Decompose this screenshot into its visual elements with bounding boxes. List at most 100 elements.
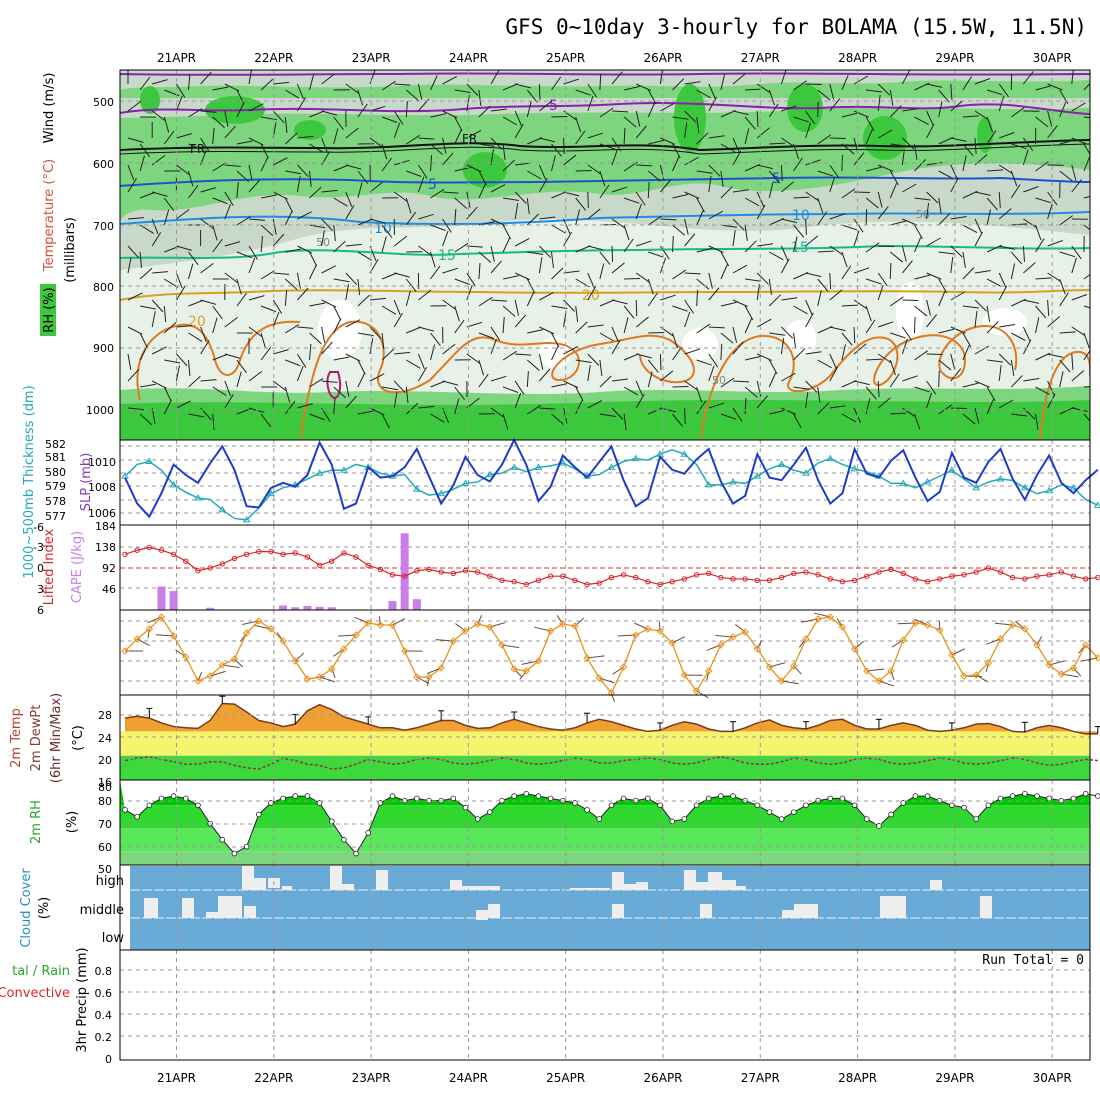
wind-barb <box>478 183 487 199</box>
wind-speed-point <box>948 651 956 659</box>
contour-label: 50 <box>712 374 726 387</box>
wind-barb <box>1059 371 1064 388</box>
precip-grid <box>120 950 1090 1060</box>
wind-barb <box>599 170 606 187</box>
wind-speed-point <box>1045 661 1053 669</box>
li-point <box>474 569 481 575</box>
wind-barb <box>333 398 336 415</box>
wind-barb <box>369 407 385 416</box>
wind-speed-point <box>1008 621 1017 629</box>
wind-barb <box>805 299 813 315</box>
wind-speed-point <box>242 629 251 637</box>
wind-barb <box>877 284 884 301</box>
wind-barb <box>224 83 240 92</box>
wind-barb <box>660 137 676 145</box>
wind-barb <box>539 216 556 220</box>
wind-barb <box>236 89 245 105</box>
wind-speed-point <box>838 623 847 631</box>
rh2m-tick: 80 <box>98 781 112 794</box>
cape-axis-label: CAPE (J/kg) <box>70 531 85 603</box>
wind-barb <box>503 197 519 201</box>
temp2m-label-c: (6hr Min/Max) <box>49 693 64 783</box>
wind-barb <box>962 115 979 118</box>
wind-barb <box>248 295 265 301</box>
wind-barb <box>926 123 935 139</box>
wind-speed-point <box>157 613 166 621</box>
wind-barb <box>599 143 616 150</box>
wind-barb <box>200 187 217 193</box>
wind-barb <box>1010 251 1023 265</box>
wind-barb <box>708 353 719 368</box>
wind-barb <box>260 332 266 349</box>
wind-barb <box>841 112 858 118</box>
rh2m-unit: (%) <box>65 811 80 834</box>
cloud-block <box>282 886 292 890</box>
wind-barb <box>720 413 737 420</box>
li-point <box>851 577 858 583</box>
wind-barb <box>636 240 652 247</box>
wind-barb <box>1071 179 1083 193</box>
thickness-axis: 582 581 580 579 578 577 <box>45 438 66 523</box>
wind-barb <box>865 116 875 132</box>
li-point <box>961 572 967 578</box>
cloud-block <box>980 896 992 918</box>
li-point <box>900 570 906 577</box>
wind-barb-10m <box>477 615 483 625</box>
thickness-point <box>850 464 859 472</box>
wind-barb <box>296 176 301 193</box>
wind-barb <box>405 402 419 415</box>
wind-barb <box>1023 299 1040 304</box>
wind-barb <box>684 233 696 247</box>
wind-speed-point <box>291 657 299 665</box>
date-label: 27APR <box>741 1071 780 1085</box>
wind-barb <box>623 238 634 253</box>
wind-barb <box>599 263 605 280</box>
li-point <box>1070 573 1077 579</box>
wind-barb <box>321 380 338 383</box>
wind-barb <box>1022 137 1034 152</box>
wind-barb <box>599 413 616 417</box>
wind-barb <box>478 296 493 307</box>
wind-barb <box>490 299 507 302</box>
wind-barb <box>793 413 802 429</box>
wind-barb <box>745 278 762 282</box>
wind-barb <box>285 170 302 175</box>
wind-barb <box>188 251 199 266</box>
wind-barb <box>805 235 819 247</box>
wind-barb <box>756 395 768 409</box>
wind-barb <box>611 299 628 305</box>
li-point <box>864 573 870 579</box>
wind-barb <box>405 89 419 101</box>
rh-point <box>328 818 335 825</box>
li-point <box>183 558 189 564</box>
wind-barb <box>526 291 535 307</box>
thickness-point <box>169 480 178 488</box>
wind-barb <box>720 251 730 267</box>
wind-barb <box>526 197 530 214</box>
wind-barb <box>672 78 685 91</box>
wind-barb <box>212 128 215 145</box>
wind-barb <box>272 299 283 314</box>
temperature-axis-label: Temperature (°C) <box>42 159 57 272</box>
wind-barb <box>224 241 241 247</box>
wind-barb <box>1022 326 1031 342</box>
wind-barb <box>321 189 338 193</box>
wind-barb <box>490 338 497 355</box>
cloud-block <box>636 882 648 890</box>
wind-barb <box>151 346 167 355</box>
cape-tick: 184 <box>95 520 116 533</box>
wind-barb <box>853 343 867 355</box>
rh-point <box>122 807 128 813</box>
wind-barb <box>829 353 837 369</box>
wind-barb <box>1047 316 1061 328</box>
wind-speed-point <box>376 621 385 629</box>
wind-barb <box>914 237 922 253</box>
wind-barb <box>309 110 325 118</box>
li-point <box>572 577 578 583</box>
cloud-block <box>782 910 794 918</box>
wind-barb <box>950 326 966 334</box>
cape-bar <box>388 600 397 610</box>
wind-barb <box>563 154 577 166</box>
wind-barb <box>720 332 734 344</box>
wind-barb <box>236 182 239 199</box>
